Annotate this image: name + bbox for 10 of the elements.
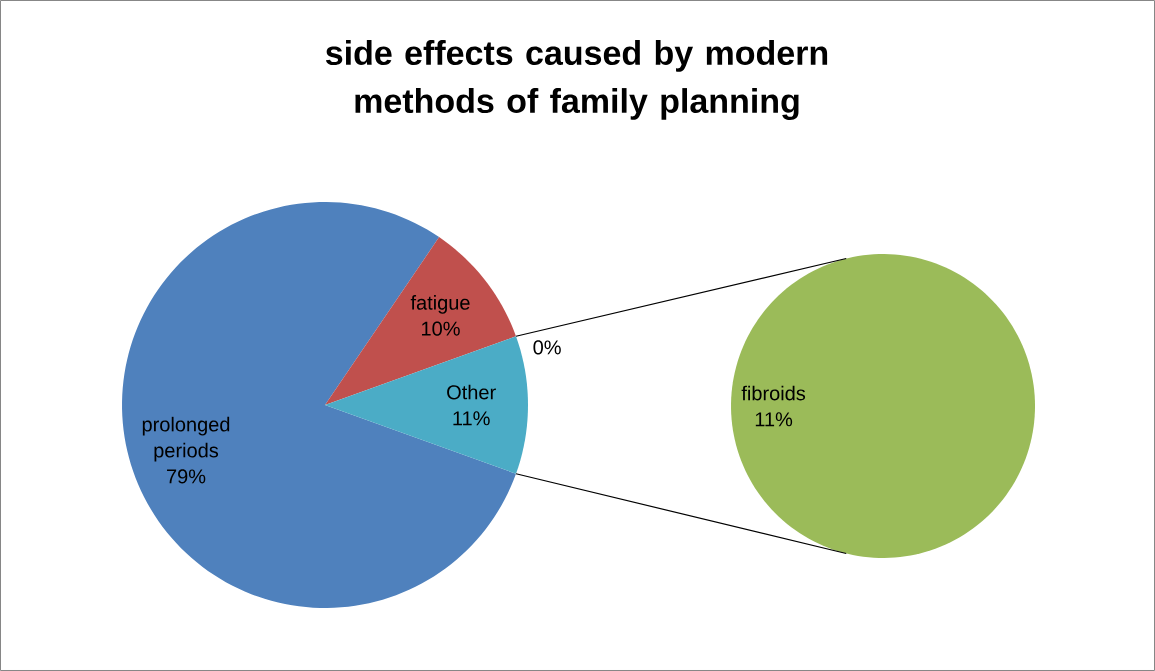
- slice-label: prolonged periods: [142, 416, 230, 462]
- chart-title: side effects caused by modern methods of family planning: [325, 40, 828, 120]
- slice-label: Other: [447, 384, 496, 400]
- text: 0%: [533, 340, 561, 355]
- data-label: 11%: [453, 411, 490, 426]
- data-label: 79%: [167, 469, 206, 484]
- slice-label: fatigue: [410, 295, 470, 314]
- slice-label: fibroids: [741, 385, 806, 401]
- data-label: 10%: [422, 321, 460, 336]
- data-label: 11%: [755, 412, 793, 427]
